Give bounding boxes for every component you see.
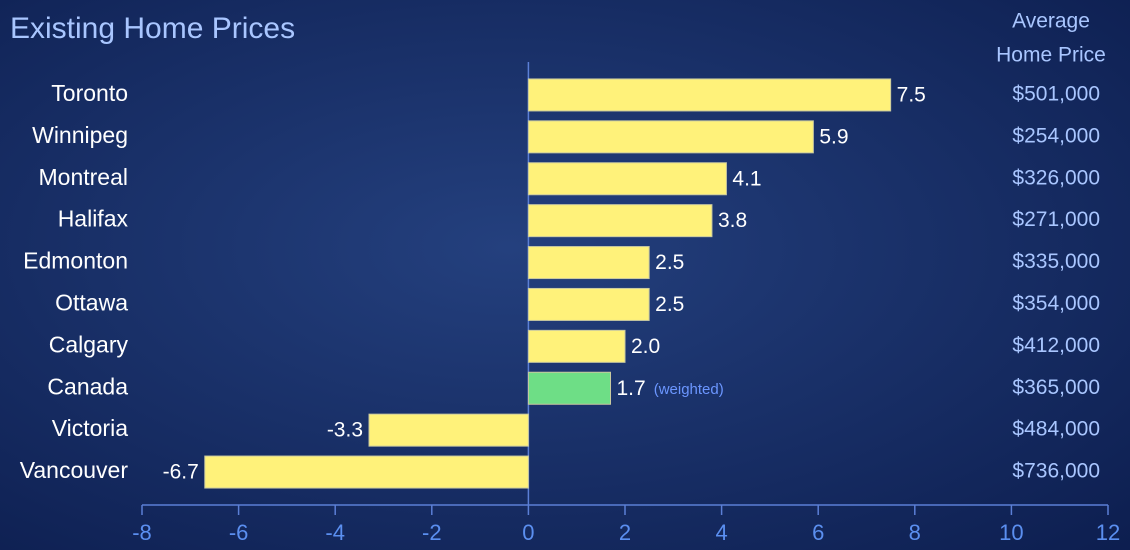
category-label: Vancouver <box>20 457 129 483</box>
price-label: $271,000 <box>1012 208 1100 231</box>
value-label: -3.3 <box>327 419 363 442</box>
x-tick-label: 4 <box>715 520 727 545</box>
price-header: Average <box>1012 10 1090 33</box>
price-label: $501,000 <box>1012 82 1100 105</box>
bar <box>527 287 650 321</box>
value-label: 5.9 <box>819 125 848 148</box>
bar <box>368 413 529 447</box>
value-label: 2.5 <box>655 293 684 316</box>
value-label: 2.5 <box>655 251 684 274</box>
price-label: $326,000 <box>1012 166 1100 189</box>
bar <box>527 78 892 112</box>
category-label: Winnipeg <box>32 122 128 148</box>
bar <box>527 162 727 196</box>
bar <box>527 204 713 238</box>
category-label: Canada <box>47 373 128 399</box>
category-label: Calgary <box>49 331 129 357</box>
value-label: 3.8 <box>718 209 747 232</box>
x-tick-label: -4 <box>325 520 345 545</box>
price-label: $736,000 <box>1012 460 1100 483</box>
category-label: Ottawa <box>55 290 128 316</box>
bar <box>527 120 814 154</box>
annotation: (weighted) <box>654 381 724 398</box>
x-tick-label: -2 <box>422 520 442 545</box>
category-label: Halifax <box>58 206 129 232</box>
category-label: Toronto <box>51 80 128 106</box>
x-tick-label: 8 <box>909 520 921 545</box>
value-label: 1.7 <box>617 377 646 400</box>
value-label: 7.5 <box>897 83 926 106</box>
price-label: $365,000 <box>1012 376 1100 399</box>
bar <box>527 246 650 280</box>
price-label: $335,000 <box>1012 250 1100 273</box>
category-label: Edmonton <box>23 248 128 274</box>
category-label: Montreal <box>39 164 128 190</box>
value-label: -6.7 <box>163 461 199 484</box>
price-label: $254,000 <box>1012 124 1100 147</box>
category-label: Victoria <box>52 415 128 441</box>
bar <box>204 455 529 489</box>
value-label: 2.0 <box>631 335 660 358</box>
price-label: $354,000 <box>1012 292 1100 315</box>
x-tick-label: 10 <box>999 520 1023 545</box>
value-label: 4.1 <box>732 167 761 190</box>
x-tick-label: 12 <box>1096 520 1120 545</box>
price-label: $484,000 <box>1012 418 1100 441</box>
price-header: Home Price <box>996 44 1106 67</box>
x-tick-label: -6 <box>229 520 249 545</box>
chart-title: Existing Home Prices <box>10 12 295 45</box>
bar <box>527 371 612 405</box>
x-tick-label: -8 <box>132 520 152 545</box>
x-tick-label: 6 <box>812 520 824 545</box>
x-tick-label: 0 <box>522 520 534 545</box>
x-tick-label: 2 <box>619 520 631 545</box>
price-label: $412,000 <box>1012 334 1100 357</box>
bar <box>527 329 626 363</box>
